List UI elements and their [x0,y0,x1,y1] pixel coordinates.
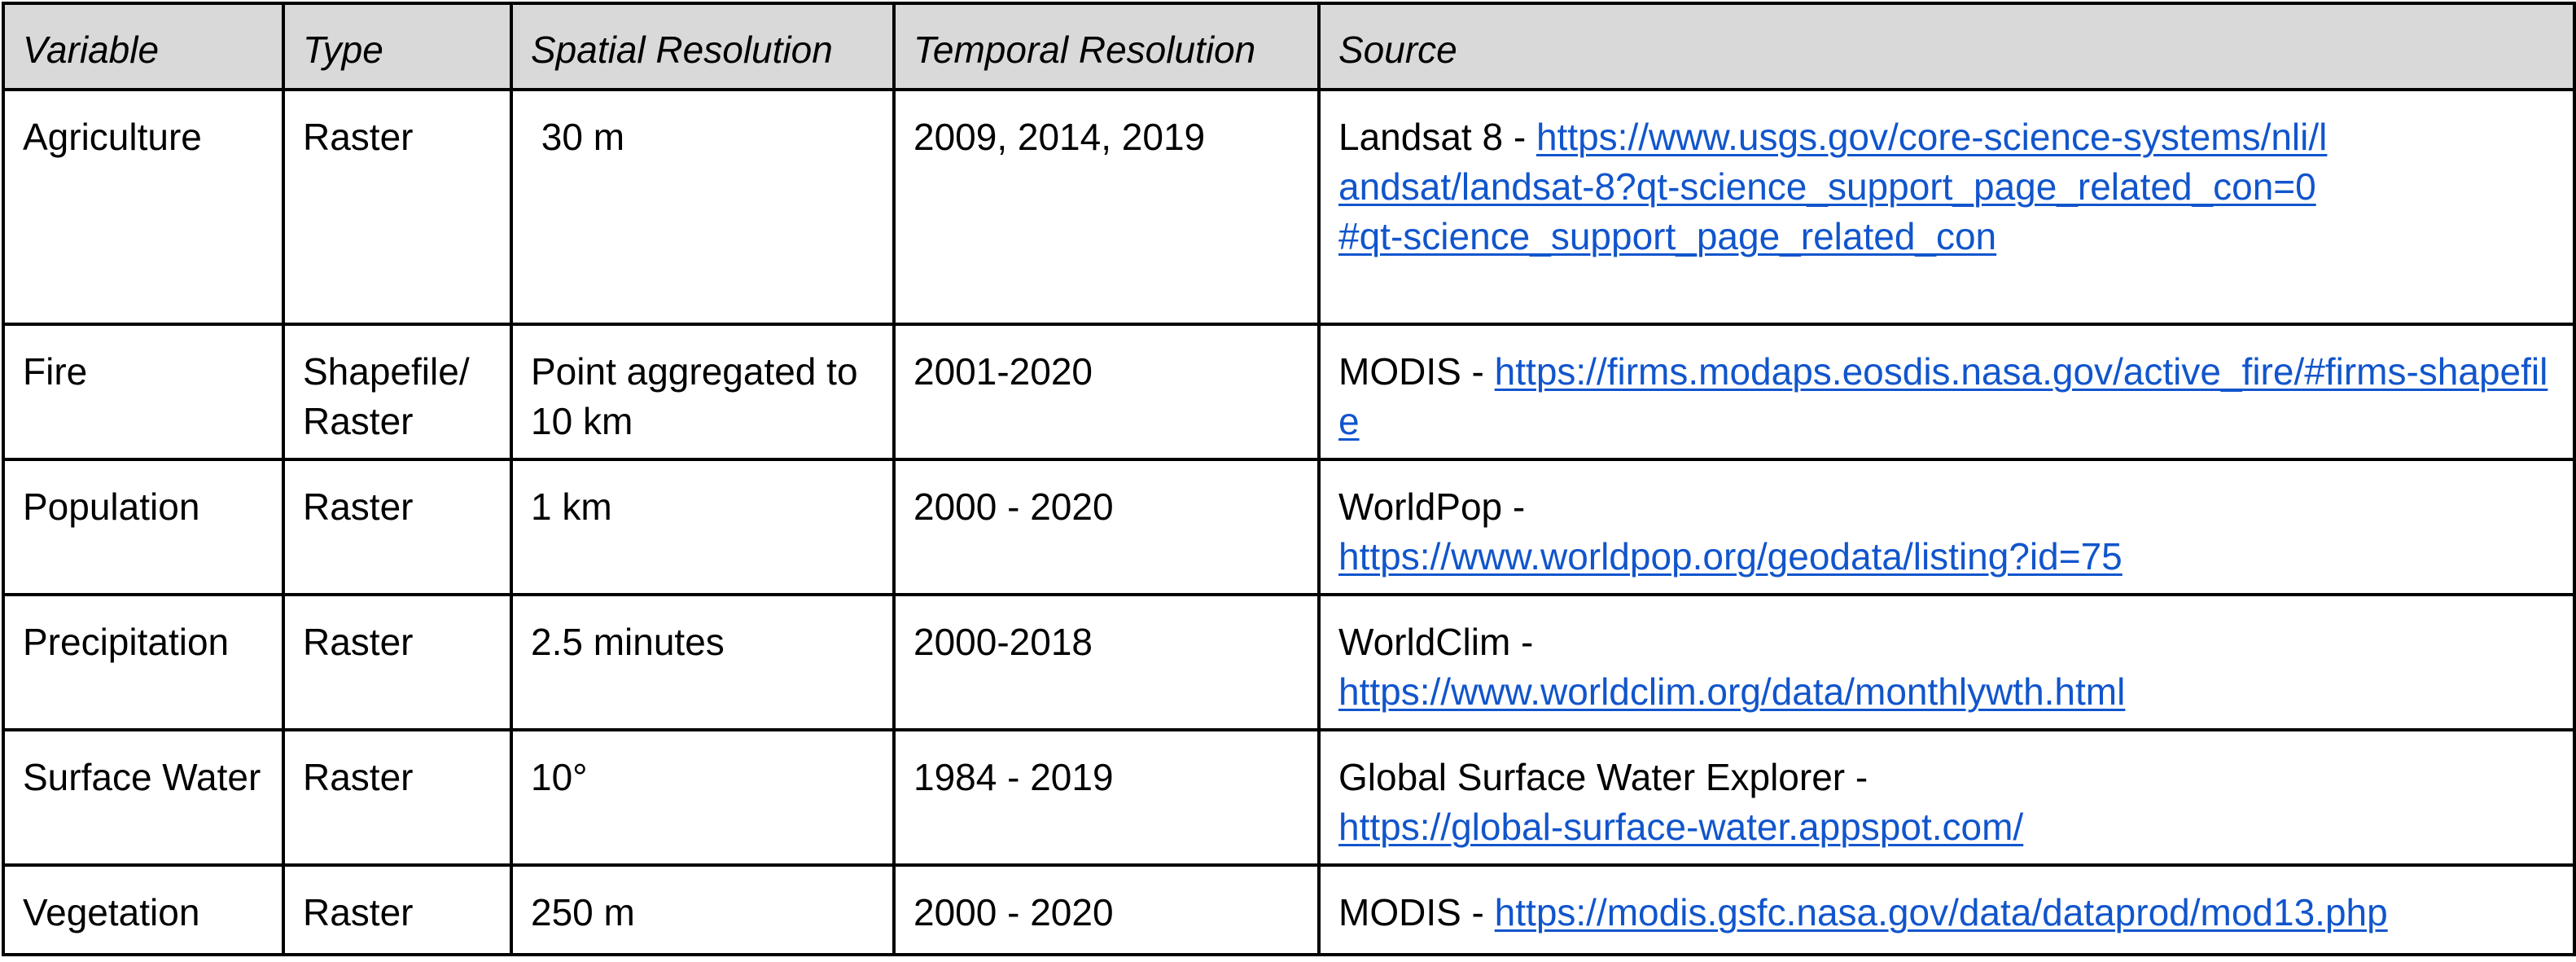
cell-variable: Precipitation [2,593,285,731]
table-row: Fire Shapefile/ Raster Point aggregated … [2,323,2576,461]
source-link[interactable]: https://firms.modaps.eosdis.nasa.gov/act… [1338,350,2548,442]
cell-type: Raster [282,458,513,596]
source-link[interactable]: https://global-surface-water.appspot.com… [1338,806,2024,848]
source-name: MODIS - [1338,891,1495,933]
cell-source: WorldPop - https://www.worldpop.org/geod… [1317,458,2576,596]
cell-source: WorldClim - https://www.worldclim.org/da… [1317,593,2576,731]
cell-type: Raster [282,863,513,956]
cell-spatial-resolution: 30 m [510,88,896,326]
cell-type: Raster [282,88,513,326]
table-row: Surface Water Raster 10° 1984 - 2019 Glo… [2,728,2576,867]
header-variable: Variable [2,2,285,91]
cell-variable: Vegetation [2,863,285,956]
source-link[interactable]: https://www.worldpop.org/geodata/listing… [1338,535,2123,578]
cell-temporal-resolution: 2001-2020 [892,323,1321,461]
cell-temporal-resolution: 2000 - 2020 [892,863,1321,956]
cell-source: Landsat 8 - https://www.usgs.gov/core-sc… [1317,88,2576,326]
cell-temporal-resolution: 2000-2018 [892,593,1321,731]
cell-temporal-resolution: 2009, 2014, 2019 [892,88,1321,326]
source-link[interactable]: https://www.worldclim.org/data/monthlywt… [1338,670,2126,713]
cell-source: MODIS - https://firms.modaps.eosdis.nasa… [1317,323,2576,461]
table-header-row: Variable Type Spatial Resolution Tempora… [2,2,2576,91]
header-temporal-resolution: Temporal Resolution [892,2,1321,91]
cell-type: Shapefile/ Raster [282,323,513,461]
source-name: Global Surface Water Explorer - [1338,756,1878,798]
cell-spatial-resolution: 2.5 minutes [510,593,896,731]
cell-source: MODIS - https://modis.gsfc.nasa.gov/data… [1317,863,2576,956]
cell-temporal-resolution: 1984 - 2019 [892,728,1321,867]
cell-type: Raster [282,728,513,867]
cell-temporal-resolution: 2000 - 2020 [892,458,1321,596]
cell-spatial-resolution: Point aggregated to 10 km [510,323,896,461]
cell-spatial-resolution: 1 km [510,458,896,596]
source-name: Landsat 8 - [1338,116,1536,158]
header-source: Source [1317,2,2576,91]
table-row: Population Raster 1 km 2000 - 2020 World… [2,458,2576,596]
cell-spatial-resolution: 250 m [510,863,896,956]
source-link[interactable]: https://modis.gsfc.nasa.gov/data/datapro… [1494,891,2388,933]
cell-variable: Population [2,458,285,596]
cell-type: Raster [282,593,513,731]
source-link[interactable]: https://www.usgs.gov/core-science-system… [1338,116,2328,257]
cell-variable: Fire [2,323,285,461]
table-row: Vegetation Raster 250 m 2000 - 2020 MODI… [2,863,2576,956]
source-name: MODIS - [1338,350,1495,393]
header-spatial-resolution: Spatial Resolution [510,2,896,91]
table-row: Agriculture Raster 30 m 2009, 2014, 2019… [2,88,2576,326]
cell-source: Global Surface Water Explorer - https://… [1317,728,2576,867]
cell-variable: Surface Water [2,728,285,867]
source-name: WorldClim - [1338,621,1544,663]
cell-variable: Agriculture [2,88,285,326]
source-name: WorldPop - [1338,485,1536,528]
header-type: Type [282,2,513,91]
cell-spatial-resolution: 10° [510,728,896,867]
table-row: Precipitation Raster 2.5 minutes 2000-20… [2,593,2576,731]
